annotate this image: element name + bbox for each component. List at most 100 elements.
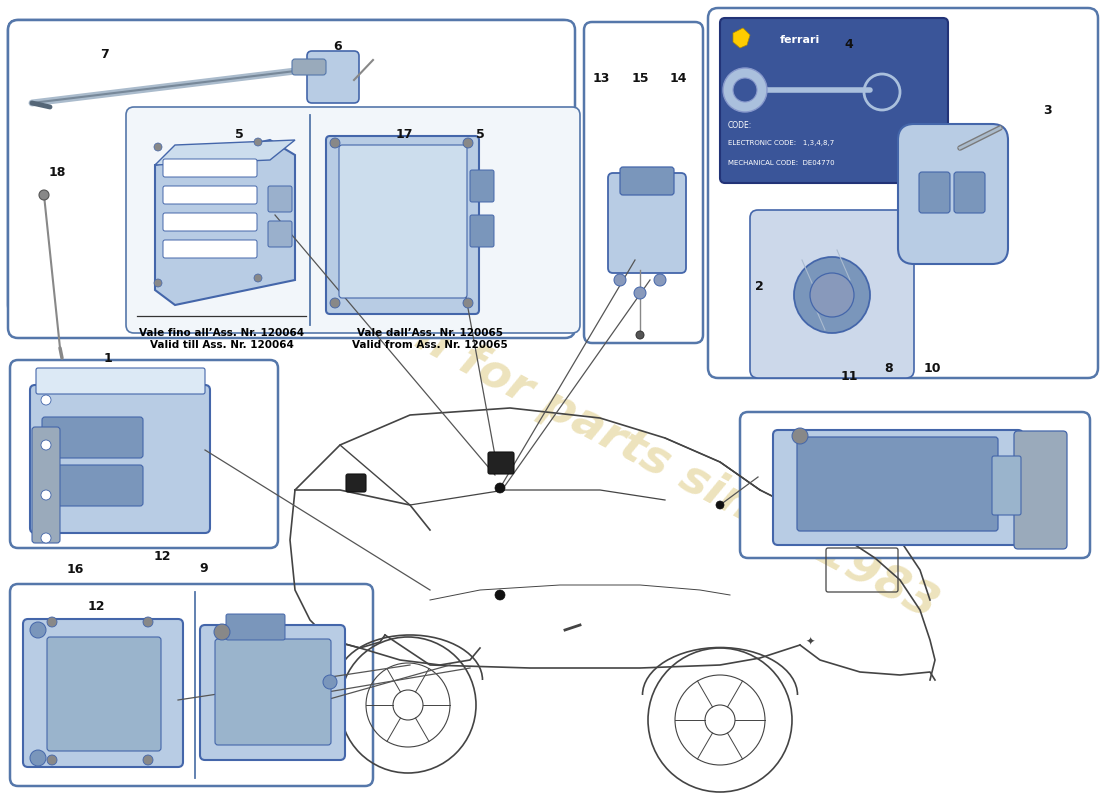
FancyBboxPatch shape (918, 172, 950, 213)
Circle shape (154, 279, 162, 287)
FancyBboxPatch shape (163, 213, 257, 231)
FancyBboxPatch shape (346, 474, 366, 492)
Text: ELECTRONIC CODE:   1,3,4,8,7: ELECTRONIC CODE: 1,3,4,8,7 (728, 140, 834, 146)
FancyBboxPatch shape (36, 368, 205, 394)
FancyBboxPatch shape (470, 170, 494, 202)
Text: 4: 4 (845, 38, 854, 50)
Circle shape (495, 590, 505, 600)
FancyBboxPatch shape (163, 159, 257, 177)
FancyBboxPatch shape (608, 173, 686, 273)
Circle shape (723, 68, 767, 112)
Circle shape (733, 78, 757, 102)
FancyBboxPatch shape (898, 124, 1008, 264)
FancyBboxPatch shape (292, 59, 326, 75)
Text: CODE:: CODE: (728, 121, 752, 130)
Circle shape (330, 298, 340, 308)
Circle shape (792, 428, 808, 444)
Circle shape (47, 755, 57, 765)
FancyBboxPatch shape (32, 427, 60, 543)
Text: 5: 5 (235, 128, 244, 141)
Text: 17: 17 (396, 128, 414, 141)
FancyBboxPatch shape (226, 614, 285, 640)
FancyBboxPatch shape (773, 430, 1023, 545)
Circle shape (810, 273, 854, 317)
Circle shape (614, 274, 626, 286)
Text: ferrari: ferrari (780, 35, 821, 45)
FancyBboxPatch shape (740, 412, 1090, 558)
FancyBboxPatch shape (8, 20, 573, 315)
Circle shape (47, 617, 57, 627)
Text: 2: 2 (755, 280, 763, 293)
FancyBboxPatch shape (163, 240, 257, 258)
Circle shape (143, 755, 153, 765)
Circle shape (463, 298, 473, 308)
Text: 7: 7 (100, 48, 109, 61)
Circle shape (636, 331, 644, 339)
Text: MECHANICAL CODE:  DE04770: MECHANICAL CODE: DE04770 (728, 160, 835, 166)
Text: 8: 8 (884, 362, 893, 374)
Circle shape (154, 143, 162, 151)
Circle shape (323, 675, 337, 689)
FancyBboxPatch shape (10, 584, 373, 786)
FancyBboxPatch shape (23, 619, 183, 767)
Polygon shape (155, 140, 295, 165)
FancyBboxPatch shape (163, 186, 257, 204)
FancyBboxPatch shape (200, 625, 345, 760)
Text: a passion for parts since 1983: a passion for parts since 1983 (214, 211, 946, 629)
Text: 5: 5 (476, 128, 485, 141)
Circle shape (463, 138, 473, 148)
FancyBboxPatch shape (214, 639, 331, 745)
FancyBboxPatch shape (708, 8, 1098, 378)
FancyBboxPatch shape (8, 20, 575, 338)
Text: 12: 12 (88, 600, 106, 613)
FancyBboxPatch shape (720, 18, 948, 183)
FancyBboxPatch shape (42, 417, 143, 458)
Polygon shape (733, 28, 750, 48)
Circle shape (716, 501, 724, 509)
FancyBboxPatch shape (47, 637, 161, 751)
Circle shape (143, 617, 153, 627)
FancyBboxPatch shape (339, 145, 468, 298)
FancyBboxPatch shape (750, 210, 914, 378)
Circle shape (654, 274, 666, 286)
Circle shape (496, 591, 504, 599)
FancyBboxPatch shape (268, 186, 292, 212)
Text: 15: 15 (631, 72, 649, 85)
FancyBboxPatch shape (488, 452, 514, 474)
Text: 16: 16 (66, 563, 84, 576)
Circle shape (30, 622, 46, 638)
Text: Vale dall’Ass. Nr. 120065
Valid from Ass. Nr. 120065: Vale dall’Ass. Nr. 120065 Valid from Ass… (352, 328, 508, 350)
Text: 12: 12 (154, 550, 172, 562)
FancyBboxPatch shape (1014, 431, 1067, 549)
Text: 14: 14 (670, 72, 688, 85)
Polygon shape (155, 140, 295, 305)
Circle shape (41, 533, 51, 543)
Text: 3: 3 (1043, 104, 1052, 117)
FancyBboxPatch shape (954, 172, 985, 213)
Text: 9: 9 (199, 562, 208, 574)
FancyBboxPatch shape (992, 456, 1021, 515)
Text: Vale fino all’Ass. Nr. 120064
Valid till Ass. Nr. 120064: Vale fino all’Ass. Nr. 120064 Valid till… (140, 328, 305, 350)
FancyBboxPatch shape (30, 385, 210, 533)
FancyBboxPatch shape (10, 360, 278, 548)
Circle shape (30, 750, 46, 766)
FancyBboxPatch shape (798, 437, 998, 531)
FancyBboxPatch shape (268, 221, 292, 247)
FancyBboxPatch shape (620, 167, 674, 195)
Circle shape (39, 190, 50, 200)
Circle shape (41, 395, 51, 405)
Text: 1: 1 (103, 352, 112, 365)
Circle shape (214, 624, 230, 640)
FancyBboxPatch shape (584, 22, 703, 343)
FancyBboxPatch shape (42, 465, 143, 506)
Text: 10: 10 (924, 362, 942, 374)
Circle shape (41, 440, 51, 450)
Circle shape (254, 138, 262, 146)
Circle shape (495, 483, 505, 493)
FancyBboxPatch shape (307, 51, 359, 103)
Circle shape (634, 287, 646, 299)
Circle shape (330, 138, 340, 148)
Text: 13: 13 (593, 72, 611, 85)
Circle shape (496, 484, 504, 492)
Circle shape (254, 274, 262, 282)
